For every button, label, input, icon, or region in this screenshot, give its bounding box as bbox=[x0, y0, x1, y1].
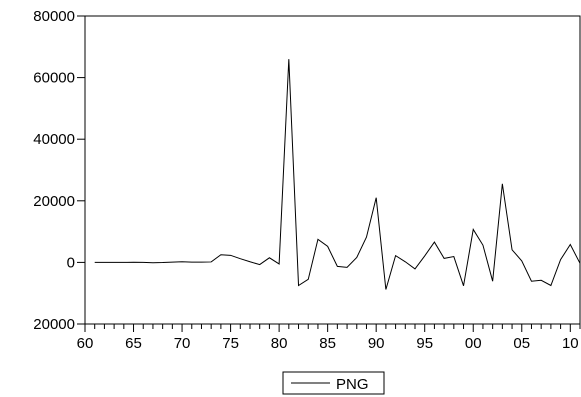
x-tick-label: 95 bbox=[416, 335, 433, 352]
x-tick-label: 90 bbox=[368, 335, 385, 352]
x-tick-label: 70 bbox=[174, 335, 191, 352]
x-tick-label: 10 bbox=[562, 335, 579, 352]
x-tick-label: 05 bbox=[513, 335, 530, 352]
y-tick-label: 20000 bbox=[33, 316, 75, 333]
plot-frame bbox=[84, 15, 581, 325]
legend-label-png: PNG bbox=[336, 376, 369, 393]
y-axis-ticks bbox=[77, 15, 85, 325]
x-tick-label: 65 bbox=[125, 335, 142, 352]
legend: PNG bbox=[282, 371, 385, 395]
series-line-png bbox=[94, 59, 581, 290]
y-tick-label: 20000 bbox=[33, 193, 75, 210]
x-tick-label: 85 bbox=[319, 335, 336, 352]
y-tick-label: 60000 bbox=[33, 70, 75, 87]
y-tick-label: 0 bbox=[67, 254, 75, 271]
x-axis-labels: 60 65 70 75 80 85 90 95 00 05 10 bbox=[77, 335, 579, 352]
x-tick-label: 75 bbox=[222, 335, 239, 352]
series-layer bbox=[94, 59, 581, 290]
x-tick-label: 00 bbox=[465, 335, 482, 352]
legend-box bbox=[282, 371, 385, 395]
x-tick-label: 60 bbox=[77, 335, 94, 352]
y-tick-label: 80000 bbox=[33, 8, 75, 25]
x-tick-label: 80 bbox=[271, 335, 288, 352]
y-tick-label: 40000 bbox=[33, 131, 75, 148]
x-axis-ticks bbox=[84, 324, 581, 332]
y-axis-labels: 20000 0 20000 40000 60000 80000 bbox=[33, 8, 75, 333]
